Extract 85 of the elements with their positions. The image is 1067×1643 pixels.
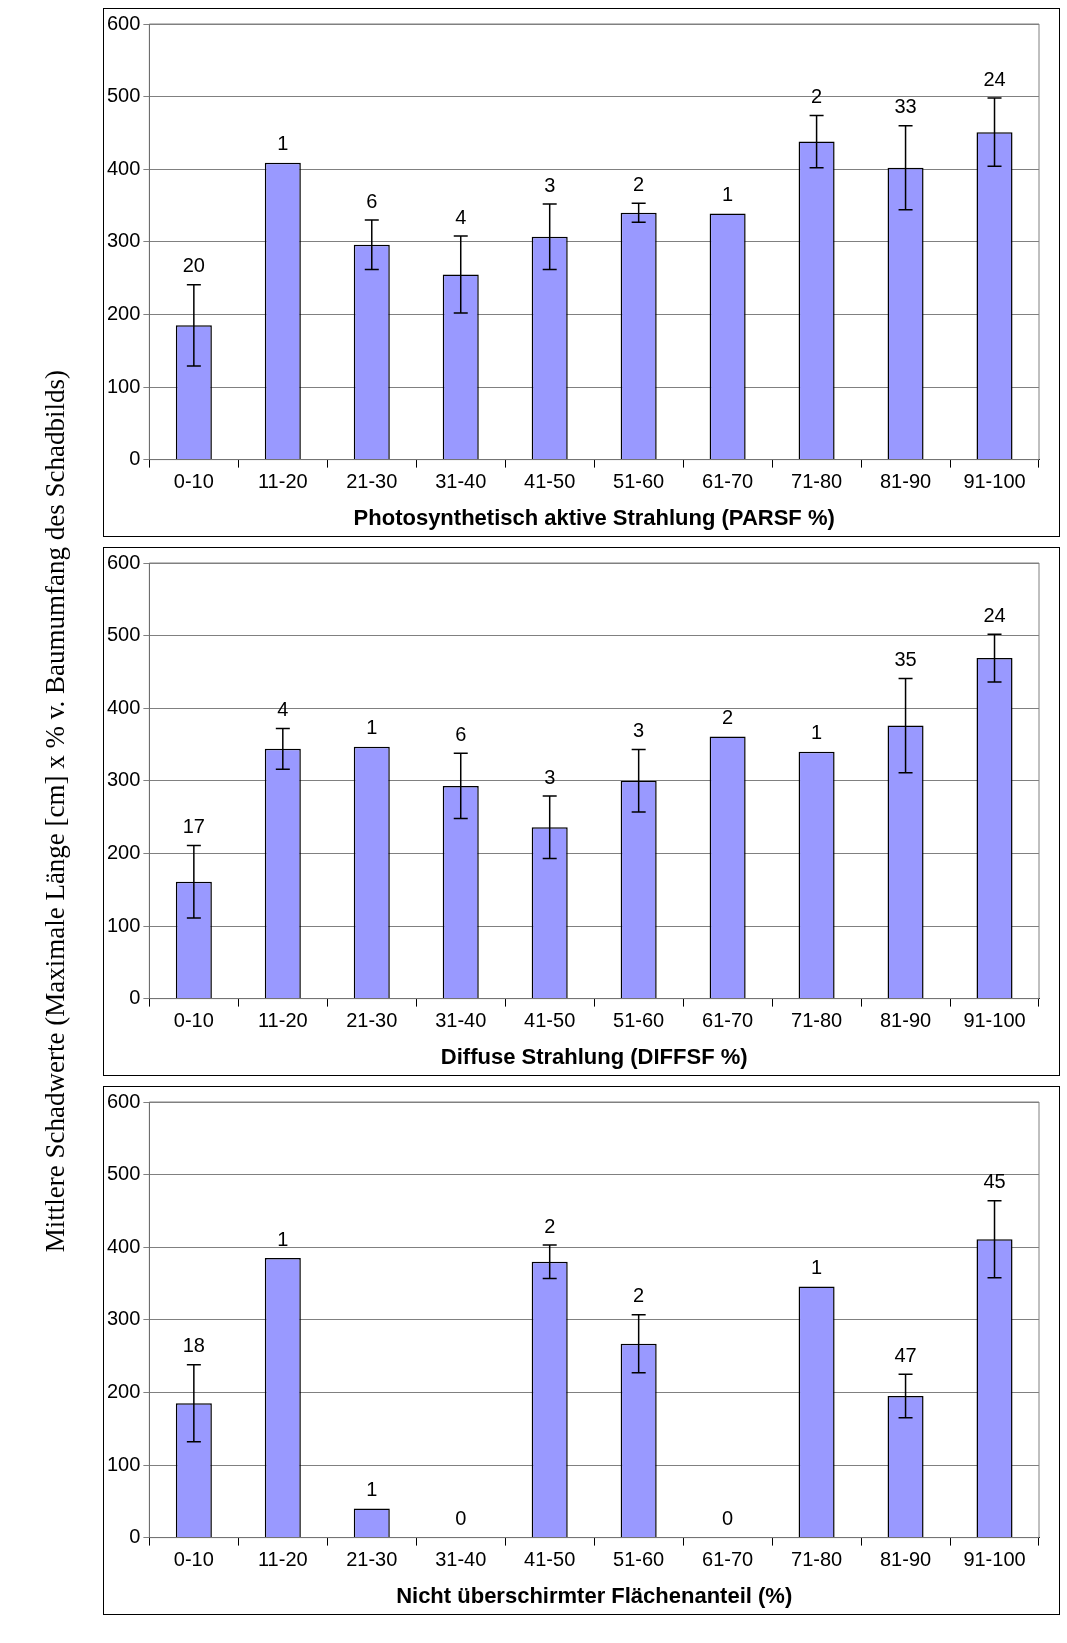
x-tick-label: 71-80 (791, 1009, 843, 1032)
x-tick-label: 61-70 (702, 1009, 754, 1032)
x-tick-label: 81-90 (879, 470, 932, 493)
y-tick-label: 400 (106, 1234, 141, 1257)
annotation: 6 (455, 722, 467, 745)
y-tick-label: 400 (106, 695, 141, 718)
annotation: 6 (366, 189, 378, 212)
x-tick-label: 31-40 (435, 1009, 487, 1032)
annotation: 47 (894, 1343, 917, 1366)
x-axis-title: Photosynthetisch aktive Strahlung (PARSF %) (353, 504, 835, 530)
y-tick-label: 300 (106, 1307, 141, 1330)
x-tick-label: 51-60 (613, 470, 665, 493)
annotation: 3 (544, 173, 556, 196)
x-tick-label: 71-80 (791, 470, 843, 493)
annotation: 2 (811, 84, 823, 107)
y-tick-label: 200 (106, 840, 141, 863)
annotation: 3 (633, 719, 645, 742)
x-tick-label: 91-100 (963, 1009, 1026, 1032)
x-axis-title: Diffuse Strahlung (DIFFSF %) (440, 1043, 748, 1069)
y-tick-label: 600 (106, 550, 141, 573)
annotation: 24 (983, 603, 1006, 626)
x-tick-label: 21-30 (346, 1009, 398, 1032)
x-tick-label: 81-90 (879, 1548, 932, 1571)
y-tick-label: 100 (106, 374, 141, 397)
annotation: 35 (894, 647, 917, 670)
y-tick-label: 600 (106, 1089, 141, 1112)
y-tick-label: 400 (106, 156, 141, 179)
annotation: 20 (182, 254, 205, 277)
x-tick-label: 41-50 (524, 470, 576, 493)
annotation: 2 (722, 706, 734, 729)
x-tick-label: 41-50 (524, 1548, 576, 1571)
x-tick-label: 41-50 (524, 1009, 576, 1032)
x-tick-label: 31-40 (435, 470, 487, 493)
y-tick-label: 200 (106, 1379, 141, 1402)
x-tick-label: 21-30 (346, 1548, 398, 1571)
x-tick-label: 11-20 (257, 1548, 308, 1571)
y-tick-label: 200 (106, 301, 141, 324)
x-tick-label: 11-20 (257, 1009, 308, 1032)
y-tick-label: 500 (106, 84, 141, 107)
x-tick-label: 51-60 (613, 1009, 665, 1032)
x-tick-label: 11-20 (257, 470, 308, 493)
annotation: 2 (544, 1214, 556, 1237)
y-tick-label: 0 (129, 447, 141, 470)
x-tick-label: 61-70 (702, 1548, 754, 1571)
annotation: 1 (366, 716, 378, 739)
x-tick-label: 61-70 (702, 470, 754, 493)
annotation: 17 (182, 814, 205, 837)
x-tick-label: 21-30 (346, 470, 398, 493)
x-axis-title: Nicht überschirmter Flächenanteil (%) (396, 1582, 793, 1608)
x-tick-label: 51-60 (613, 1548, 665, 1571)
annotation: 24 (983, 67, 1006, 90)
annotation: 1 (811, 1255, 823, 1278)
x-tick-label: 91-100 (963, 1548, 1026, 1571)
y-tick-label: 0 (129, 986, 141, 1009)
annotation: 18 (182, 1334, 205, 1357)
y-tick-label: 600 (106, 11, 141, 34)
x-tick-label: 0-10 (173, 470, 214, 493)
annotation: 33 (894, 95, 917, 118)
annotation: 2 (633, 1284, 645, 1307)
y-tick-label: 100 (106, 913, 141, 936)
x-tick-label: 0-10 (173, 1009, 214, 1032)
y-tick-label: 500 (106, 1162, 141, 1185)
x-tick-label: 71-80 (791, 1548, 843, 1571)
annotation: 2 (633, 172, 645, 195)
annotation: 1 (722, 183, 734, 205)
annotation: 4 (455, 205, 467, 228)
annotation: 1 (277, 1227, 289, 1250)
x-tick-label: 81-90 (879, 1009, 932, 1032)
annotation: 1 (811, 721, 823, 744)
y-axis-title: Mittlere Schadwerte (Maximale Länge [cm] x % v. Baumumfang des Schadbilds) (40, 370, 71, 1253)
y-tick-label: 300 (106, 229, 141, 252)
annotation: 4 (277, 698, 289, 721)
x-tick-label: 91-100 (963, 470, 1026, 493)
annotation: 3 (544, 765, 556, 788)
y-tick-label: 0 (129, 1525, 141, 1548)
annotation: 0 (455, 1507, 467, 1530)
x-tick-label: 31-40 (435, 1548, 487, 1571)
y-tick-label: 300 (106, 768, 141, 791)
annotation: 1 (277, 132, 289, 155)
x-tick-label: 0-10 (173, 1548, 214, 1571)
annotation: 45 (983, 1170, 1006, 1193)
annotation: 1 (366, 1478, 378, 1501)
annotation: 0 (722, 1507, 734, 1530)
y-tick-label: 500 (106, 623, 141, 646)
y-tick-label: 100 (106, 1452, 141, 1475)
